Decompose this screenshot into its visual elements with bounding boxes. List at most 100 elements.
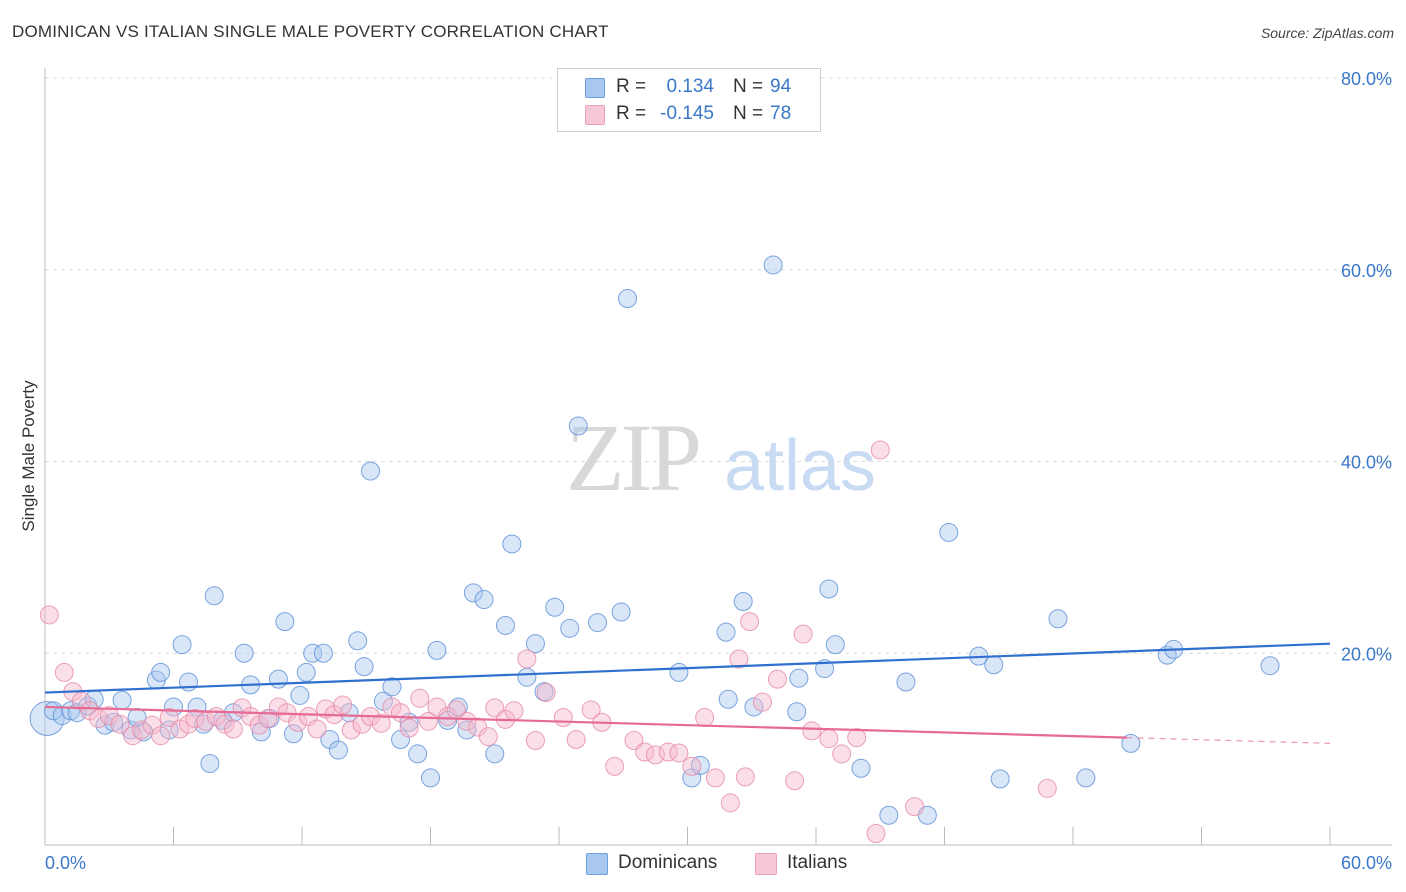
legend-n-value: 94 [770,76,792,97]
data-point [525,634,545,654]
data-point [825,635,845,655]
bottom-legend-swatch [755,853,777,875]
data-point [735,767,755,787]
data-point [785,771,805,791]
x-tick-label: 0.0% [45,853,86,873]
data-point [348,631,368,651]
legend-swatch-dominicans [585,78,605,98]
data-point [517,649,537,669]
y-axis-label: Single Male Poverty [19,380,38,532]
data-point [789,668,809,688]
data-point [410,688,430,708]
data-point [151,662,171,682]
data-point [421,768,440,788]
legend-r-value: 0.134 [666,76,714,97]
data-point [819,729,839,749]
legend-r-label: R = [616,76,647,97]
bottom-legend-label: Italians [787,852,848,873]
data-point [474,590,494,610]
data-point [313,643,333,663]
data-point [744,697,764,717]
data-point [448,697,468,717]
data-point [54,662,74,682]
data-point [560,618,580,638]
data-point [268,669,288,689]
y-tick-label: 60.0% [1341,261,1392,281]
data-point [382,677,402,697]
data-point [468,717,488,737]
data-point [847,728,867,748]
data-point [110,714,130,734]
watermark-zip: ZIP [566,404,699,511]
data-point [1037,778,1057,798]
data-point [669,662,689,682]
data-point [1048,609,1068,629]
bottom-legend-swatch [586,853,608,875]
data-point [669,743,689,763]
data-point [545,597,565,617]
x-tick-label: 60.0% [1341,853,1392,873]
data-point [611,602,631,622]
data-point [851,758,871,778]
data-point [581,700,601,720]
data-point [215,714,235,734]
data-point [718,689,738,709]
data-point [645,745,665,765]
data-point [990,769,1010,789]
data-point [802,721,822,741]
data-point [767,669,787,689]
data-point [495,615,515,635]
chart-title: DOMINICAN VS ITALIAN SINGLE MALE POVERTY… [12,22,609,41]
data-point [502,534,522,554]
trend-line-italians [44,705,1127,739]
bottom-legend-label: Dominicans [618,852,718,873]
data-point [504,701,524,721]
source-label: Source: ZipAtlas.com [1260,25,1394,41]
data-point [185,708,205,728]
y-tick-label: 80.0% [1341,69,1392,89]
data-point [478,727,498,747]
data-point [618,289,638,309]
data-point [200,754,220,774]
data-point [463,583,483,603]
data-point [204,586,224,606]
data-point [695,707,715,727]
data-point [170,719,190,739]
data-point [819,579,839,599]
data-point [354,657,374,677]
data-point [1121,733,1141,753]
data-point [408,744,428,764]
legend: R = 0.134 N = 94 R = -0.145 N = 78 [557,68,821,132]
data-point [720,793,740,813]
series-dominicans [29,255,1280,825]
legend-r-label: R = [616,103,647,124]
data-point [905,797,925,817]
data-point [787,702,807,722]
data-point [588,613,608,633]
legend-n-value: 78 [770,103,792,124]
data-point [658,742,678,762]
data-point [879,805,899,825]
legend-r-value: -0.145 [660,103,714,124]
data-point [793,624,813,644]
y-tick-label: 40.0% [1341,453,1392,473]
data-point [682,756,702,776]
data-point [172,635,192,655]
trend-line-dominicans [44,642,1331,694]
data-point [290,685,310,705]
data-point [303,643,323,663]
data-point [275,612,295,632]
data-point [763,255,783,275]
data-point [984,655,1004,675]
data-point [740,612,760,632]
data-point [1260,656,1280,676]
legend-n-label: N = [733,103,764,124]
data-point [328,740,348,760]
data-point [296,662,316,682]
data-point [752,692,772,712]
data-point [832,744,852,764]
data-point [361,461,381,481]
y-tick-label: 20.0% [1341,644,1392,664]
data-point [733,591,753,611]
